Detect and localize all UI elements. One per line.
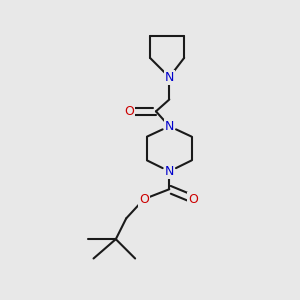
Text: O: O <box>188 193 198 206</box>
Text: N: N <box>165 120 174 133</box>
Text: N: N <box>165 165 174 178</box>
Text: O: O <box>139 193 149 206</box>
Text: O: O <box>124 105 134 118</box>
Text: N: N <box>165 71 174 84</box>
